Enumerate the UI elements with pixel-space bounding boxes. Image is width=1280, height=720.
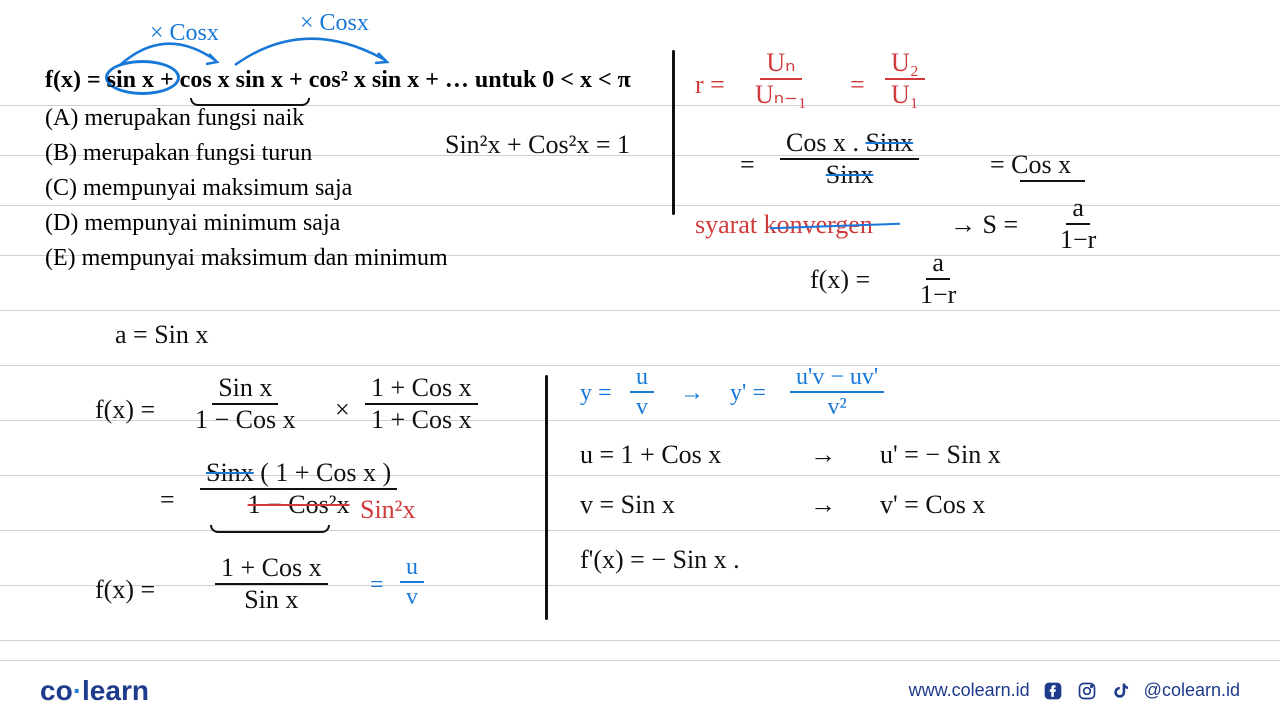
- annotation-times-cosx-1: × Cosx: [150, 20, 219, 47]
- v-line: v = Sin x: [580, 490, 675, 520]
- r-eq2: =: [740, 150, 755, 180]
- f2da: 1 − Cos²x: [248, 490, 350, 519]
- f2nb: ( 1 + Cos x ): [260, 458, 391, 487]
- u-arrow: →: [810, 440, 836, 470]
- fx-num: a: [926, 250, 950, 280]
- divider-bottom-icon: [545, 375, 548, 620]
- annotation-times-cosx-2: × Cosx: [300, 10, 369, 37]
- footer-right: www.colearn.id @colearn.id: [909, 680, 1240, 702]
- frac1b: 1 + Cos x1 + Cos x: [365, 375, 478, 433]
- instagram-icon: [1076, 680, 1098, 702]
- f2na: Sinx: [206, 458, 254, 487]
- u2-num: U₂: [885, 50, 925, 80]
- fx-frac: a1−r: [920, 250, 956, 308]
- uvnum: u: [400, 555, 424, 583]
- r-eq-cosx: = Cos x: [990, 150, 1071, 180]
- sinx-struck-num: Sinx: [865, 128, 913, 157]
- a-eq-sinx: a = Sin x: [115, 320, 208, 350]
- frac1: Sin x1 − Cos x: [195, 375, 296, 433]
- y-frac: uv: [630, 365, 654, 419]
- ynum: u: [630, 365, 654, 393]
- f3num: 1 + Cos x: [215, 555, 328, 585]
- u-line: u = 1 + Cos x: [580, 440, 721, 470]
- footer-url: www.colearn.id: [909, 680, 1030, 701]
- up-line: u' = − Sin x: [880, 440, 1001, 470]
- yp-frac: u'v − uv'v²: [790, 365, 884, 419]
- u2-den: U₁: [891, 80, 919, 108]
- s-den: 1−r: [1060, 225, 1096, 253]
- fx-den: 1−r: [920, 280, 956, 308]
- r-frac-u2: U₂U₁: [885, 50, 925, 108]
- option-c: (C) mempunyai maksimum saja: [45, 175, 352, 202]
- r-label: r =: [695, 70, 725, 100]
- f1num: Sin x: [212, 375, 278, 405]
- underbrace-2-icon: [210, 525, 330, 533]
- cosx-text: Cos x .: [786, 128, 865, 157]
- footer: co·learn www.colearn.id @colearn.id: [0, 660, 1280, 720]
- fx-line3: f(x) =: [95, 575, 155, 605]
- eq2-sym: =: [160, 485, 175, 515]
- eq-uv: =: [370, 572, 384, 599]
- fp-line: f'(x) = − Sin x .: [580, 545, 740, 575]
- y-eq: y =: [580, 380, 612, 407]
- v-arrow: →: [810, 490, 836, 520]
- times-sym: ×: [335, 395, 350, 425]
- arrow-s: → S =: [950, 210, 1018, 240]
- logo-dot-icon: ·: [73, 675, 82, 706]
- vp-line: v' = Cos x: [880, 490, 985, 520]
- ypnum: u'v − uv': [790, 365, 884, 393]
- fx-eq: f(x) =: [810, 265, 870, 295]
- fx-line1: f(x) =: [95, 395, 155, 425]
- logo-co: co: [40, 675, 73, 706]
- yden: v: [636, 393, 648, 419]
- uv-frac: uv: [400, 555, 424, 609]
- f1bden: 1 + Cos x: [371, 405, 472, 433]
- f1bnum: 1 + Cos x: [365, 375, 478, 405]
- divider-top-icon: [672, 50, 675, 215]
- facebook-icon: [1042, 680, 1064, 702]
- option-b: (B) merupakan fungsi turun: [45, 140, 312, 167]
- problem-equation: f(x) = sin x + cos x sin x + cos² x sin …: [45, 67, 631, 94]
- s-frac: a1−r: [1060, 195, 1096, 253]
- tiktok-icon: [1110, 680, 1132, 702]
- f3den: Sin x: [244, 585, 298, 613]
- option-d: (D) mempunyai minimum saja: [45, 210, 340, 237]
- identity-sin2cos2: Sin²x + Cos²x = 1: [445, 130, 630, 160]
- ypden: v²: [827, 393, 846, 419]
- r-eq1: =: [850, 70, 865, 100]
- sin2x-red: Sin²x: [360, 495, 415, 525]
- s-num: a: [1066, 195, 1090, 225]
- footer-handle: @colearn.id: [1144, 680, 1240, 701]
- option-a: (A) merupakan fungsi naik: [45, 105, 304, 132]
- uvden: v: [406, 583, 418, 609]
- logo-learn: learn: [82, 675, 149, 706]
- r-frac-un: UₙUₙ₋₁: [755, 50, 807, 108]
- option-e: (E) mempunyai maksimum dan minimum: [45, 245, 448, 272]
- yp-eq: y' =: [730, 380, 766, 407]
- sinx-struck-den: Sinx: [826, 160, 874, 188]
- un-num: Uₙ: [760, 50, 801, 80]
- colearn-logo: co·learn: [40, 675, 149, 707]
- frac3: 1 + Cos xSin x: [215, 555, 328, 613]
- y-arrow: →: [680, 380, 704, 407]
- f1den: 1 − Cos x: [195, 405, 296, 433]
- cosx-underline-icon: [1020, 180, 1085, 182]
- un-den: Uₙ₋₁: [755, 80, 807, 108]
- r-cosx-frac: Cos x . Sinx Sinx: [780, 130, 919, 188]
